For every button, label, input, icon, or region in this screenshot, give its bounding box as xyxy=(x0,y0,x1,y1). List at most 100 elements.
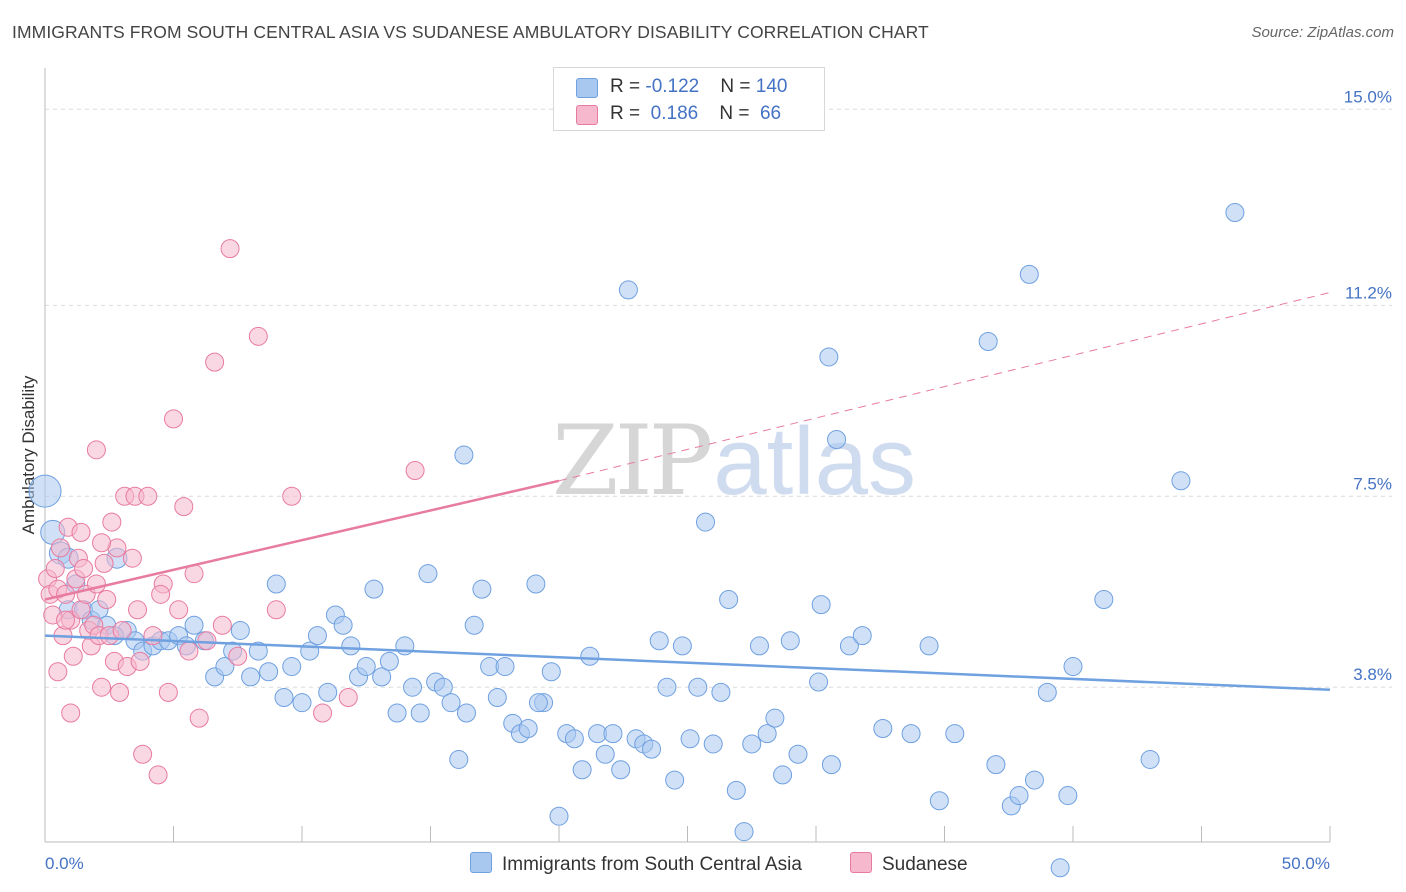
point-0-120 xyxy=(1140,749,1160,769)
point-0-98 xyxy=(821,755,841,775)
trend-lines xyxy=(44,291,1331,692)
point-0-65 xyxy=(549,806,569,826)
legend-swatch-blue xyxy=(576,78,598,98)
point-0-37 xyxy=(333,615,353,635)
point-0-89 xyxy=(734,822,754,842)
point-1-62 xyxy=(48,662,68,682)
point-0-96 xyxy=(788,744,808,764)
legend-swatch-pink xyxy=(576,105,598,125)
point-0-109 xyxy=(978,331,998,351)
point-1-55 xyxy=(313,703,333,723)
point-0-92 xyxy=(757,724,777,744)
y-tick-label-1: 7.5% xyxy=(1353,474,1392,493)
point-1-64 xyxy=(92,533,112,553)
point-0-34 xyxy=(307,626,327,646)
point-0-35 xyxy=(318,682,338,702)
series-legend-item-sudanese: Sudanese xyxy=(850,852,968,876)
point-0-53 xyxy=(456,703,476,723)
point-1-52 xyxy=(248,326,268,346)
point-0-87 xyxy=(719,589,739,609)
point-1-60 xyxy=(130,651,150,671)
point-0-57 xyxy=(487,688,507,708)
point-1-65 xyxy=(56,610,76,630)
point-1-59 xyxy=(71,522,91,542)
point-1-28 xyxy=(110,682,130,702)
point-0-113 xyxy=(1019,264,1039,284)
point-1-32 xyxy=(122,548,142,568)
point-0-101 xyxy=(827,430,847,450)
point-0-47 xyxy=(410,703,430,723)
point-0-79 xyxy=(657,677,677,697)
point-0-68 xyxy=(572,760,592,780)
point-1-50 xyxy=(220,239,240,259)
legend-text: R = 0.186 N = 66 xyxy=(610,103,782,124)
point-1-42 xyxy=(169,600,189,620)
point-0-77 xyxy=(642,739,662,759)
point-1-44 xyxy=(179,641,199,661)
point-0-23 xyxy=(215,657,235,677)
point-1-58 xyxy=(86,440,106,460)
point-0-121 xyxy=(1171,471,1191,491)
source-credit: Source: ZipAtlas.com xyxy=(1251,24,1394,41)
point-1-51 xyxy=(228,646,248,666)
point-0-67 xyxy=(564,729,584,749)
point-0-118 xyxy=(1063,657,1083,677)
point-1-54 xyxy=(282,486,302,506)
point-0-110 xyxy=(986,755,1006,775)
point-0-44 xyxy=(387,703,407,723)
point-1-34 xyxy=(128,600,148,620)
point-0-31 xyxy=(282,657,302,677)
point-0-20 xyxy=(184,615,204,635)
point-0-93 xyxy=(765,708,785,728)
point-0-91 xyxy=(749,636,769,656)
point-1-37 xyxy=(143,626,163,646)
x-ticks xyxy=(44,826,1331,842)
y-tick-label-3: 15.0% xyxy=(1344,87,1392,106)
point-0-25 xyxy=(230,620,250,640)
point-0-27 xyxy=(248,641,268,661)
point-0-74 xyxy=(618,280,638,300)
point-0-58 xyxy=(495,657,515,677)
point-0-105 xyxy=(901,724,921,744)
point-1-35 xyxy=(133,744,153,764)
point-1-41 xyxy=(164,409,183,429)
point-1-10 xyxy=(63,646,83,666)
point-1-46 xyxy=(189,708,209,728)
point-0-83 xyxy=(688,677,708,697)
point-0-85 xyxy=(703,734,723,754)
point-0-51 xyxy=(441,693,461,713)
point-1-57 xyxy=(405,460,425,480)
point-0-30 xyxy=(274,688,294,708)
point-1-25 xyxy=(102,512,122,532)
point-0-122 xyxy=(1225,202,1245,222)
chart-title: IMMIGRANTS FROM SOUTH CENTRAL ASIA VS SU… xyxy=(12,22,929,42)
point-0-123 xyxy=(454,445,474,465)
point-0-86 xyxy=(711,682,731,702)
point-0-62 xyxy=(526,574,546,594)
point-0-64 xyxy=(541,662,561,682)
point-0-46 xyxy=(403,677,423,697)
point-0-73 xyxy=(611,760,631,780)
point-0-41 xyxy=(364,579,384,599)
point-1-14 xyxy=(74,559,94,579)
trend-line-1 xyxy=(44,479,560,601)
point-0-81 xyxy=(672,636,692,656)
point-0-32 xyxy=(292,693,312,713)
legend-text: R = -0.122 N = 140 xyxy=(610,76,788,97)
trend-line-0 xyxy=(44,634,1331,692)
point-0-54 xyxy=(464,615,484,635)
series-legend-item-south-central-asia: Immigrants from South Central Asia xyxy=(470,852,802,876)
y-tick-label-0: 3.8% xyxy=(1353,665,1392,684)
point-0-29 xyxy=(266,574,286,594)
point-0-119 xyxy=(1094,589,1114,609)
point-1-63 xyxy=(61,703,81,723)
point-0-117 xyxy=(1058,786,1078,806)
x-tick-labels: 0.0% 50.0% xyxy=(45,854,1330,873)
point-1-48 xyxy=(205,352,225,372)
point-0-103 xyxy=(852,626,872,646)
y-tick-labels: 3.8% 7.5% 11.2% 15.0% xyxy=(1344,87,1392,684)
point-0-26 xyxy=(241,667,261,687)
point-1-29 xyxy=(112,620,132,640)
point-0-99 xyxy=(811,595,831,615)
